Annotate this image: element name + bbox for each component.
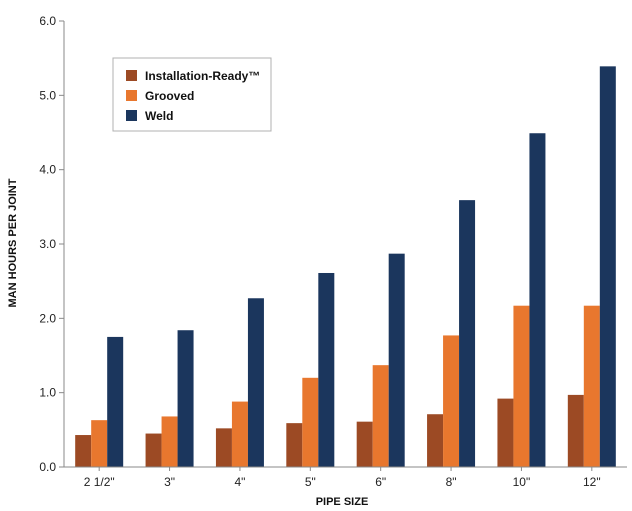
bar xyxy=(599,66,616,468)
bar xyxy=(161,416,178,467)
x-axis: 2 1/2" 3" 4" 5" 6" 8" 10" 12" xyxy=(64,466,627,489)
x-tick-label: 10" xyxy=(513,475,531,489)
bar xyxy=(497,398,514,467)
bar xyxy=(443,335,460,467)
bar xyxy=(107,336,124,467)
legend-label: Installation-Ready™ xyxy=(145,69,260,83)
x-tick-label: 4" xyxy=(234,475,245,489)
bar xyxy=(231,401,248,467)
bar xyxy=(177,330,194,467)
x-tick-label: 2 1/2" xyxy=(84,475,115,489)
bar xyxy=(356,421,373,467)
bar xyxy=(286,423,303,467)
y-axis-title: MAN HOURS PER JOINT xyxy=(7,178,19,307)
x-tick-label: 6" xyxy=(375,475,386,489)
bar xyxy=(372,365,389,467)
y-axis: 0.0 1.0 2.0 3.0 4.0 5.0 6.0 xyxy=(39,14,65,474)
bar xyxy=(459,200,476,468)
y-tick-label: 5.0 xyxy=(39,88,56,102)
y-tick-label: 3.0 xyxy=(39,237,56,251)
x-tick-label: 3" xyxy=(164,475,175,489)
x-tick-label: 5" xyxy=(305,475,316,489)
bar xyxy=(513,305,530,467)
plot-area xyxy=(75,66,616,468)
x-axis-title: PIPE SIZE xyxy=(316,496,369,508)
bar xyxy=(388,253,405,467)
legend-label: Grooved xyxy=(145,89,194,103)
legend: Installation-Ready™ Grooved Weld xyxy=(112,57,272,132)
legend-box xyxy=(112,57,272,132)
bar xyxy=(302,377,319,467)
bar xyxy=(318,272,335,467)
bar xyxy=(583,305,600,467)
bar xyxy=(145,433,162,467)
y-tick-label: 1.0 xyxy=(39,386,56,400)
y-tick-label: 2.0 xyxy=(39,311,56,325)
bar xyxy=(91,420,108,467)
bar xyxy=(529,133,546,467)
bar xyxy=(427,414,444,467)
bar xyxy=(567,394,584,467)
x-tick-label: 12" xyxy=(583,475,601,489)
legend-swatch xyxy=(126,70,137,81)
bar xyxy=(75,435,92,467)
y-tick-label: 6.0 xyxy=(39,14,56,28)
y-tick-label: 0.0 xyxy=(39,460,56,474)
legend-label: Weld xyxy=(145,109,173,123)
x-tick-label: 8" xyxy=(446,475,457,489)
bar xyxy=(215,428,232,467)
bar xyxy=(247,298,264,467)
legend-swatch xyxy=(126,90,137,101)
y-tick-label: 4.0 xyxy=(39,163,56,177)
legend-swatch xyxy=(126,110,137,121)
